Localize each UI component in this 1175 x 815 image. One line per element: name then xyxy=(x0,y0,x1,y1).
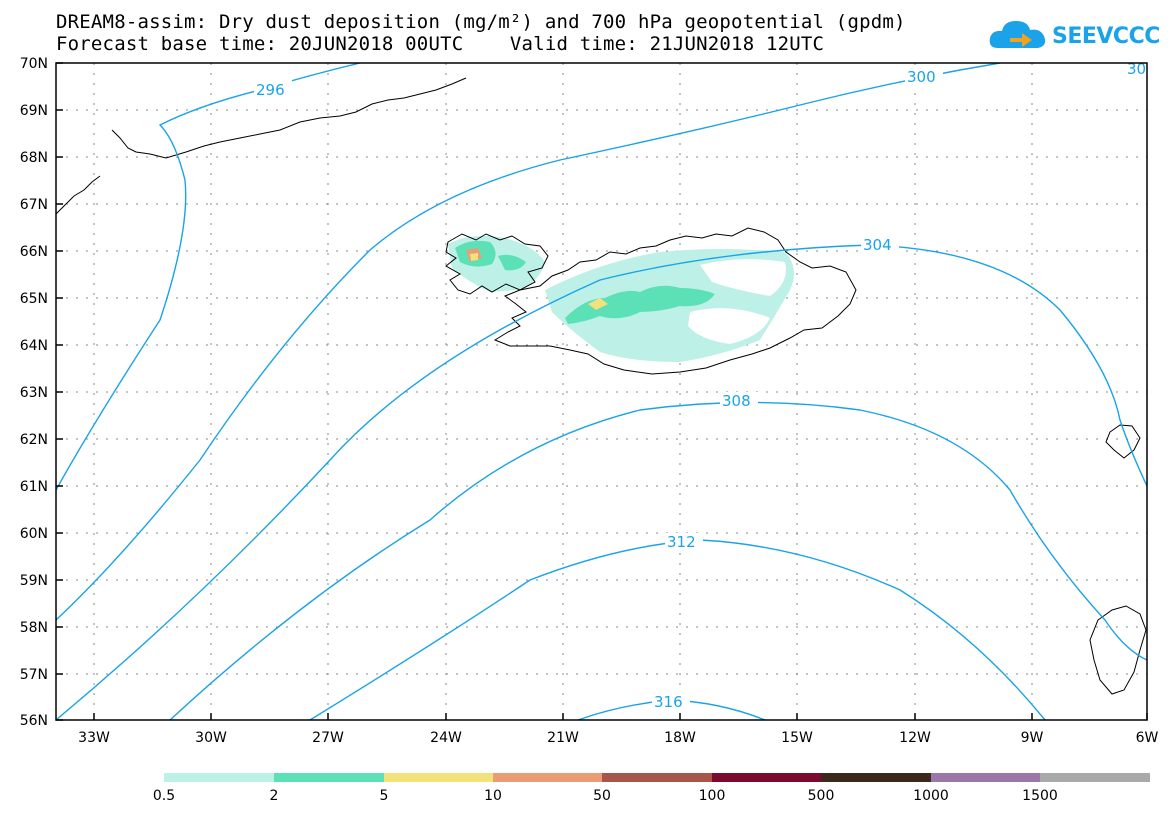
legend-swatch xyxy=(164,773,274,782)
legend-swatch xyxy=(493,773,602,782)
cloud-arrow-icon xyxy=(989,21,1046,48)
title-line-1: DREAM8-assim: Dry dust deposition (mg/m²… xyxy=(56,11,906,33)
color-legend xyxy=(164,773,1150,782)
title-line-2: Forecast base time: 20JUN2018 00UTC Vali… xyxy=(56,33,825,55)
lon-label: 18W xyxy=(664,730,696,746)
contour-label-304: 304 xyxy=(863,236,892,254)
lat-label: 62N xyxy=(20,432,48,448)
lat-label: 70N xyxy=(20,56,48,72)
longitude-labels: 33W 30W 27W 24W 21W 18W 15W 12W 9W 6W xyxy=(78,730,1158,746)
legend-swatch xyxy=(602,773,712,782)
lat-label: 65N xyxy=(20,291,48,307)
lon-label: 6W xyxy=(1136,730,1159,746)
contour-label-316: 316 xyxy=(654,693,683,711)
lon-label: 12W xyxy=(899,730,931,746)
contour-label-300: 300 xyxy=(907,68,936,86)
lat-label: 68N xyxy=(20,150,48,166)
latitude-labels: 70N 69N 68N 67N 66N 65N 64N 63N 62N 61N … xyxy=(20,56,48,729)
lon-label: 30W xyxy=(195,730,227,746)
lat-label: 69N xyxy=(20,103,48,119)
lat-label: 58N xyxy=(20,620,48,636)
lat-label: 56N xyxy=(20,713,48,729)
logo-text: SEEVCCC xyxy=(1052,24,1160,49)
lon-label: 15W xyxy=(781,730,813,746)
grid-lines xyxy=(56,63,1147,720)
legend-label: 1000 xyxy=(913,788,949,804)
lon-label: 27W xyxy=(312,730,344,746)
legend-label: 500 xyxy=(808,788,835,804)
lat-label: 64N xyxy=(20,338,48,354)
legend-swatch xyxy=(1040,773,1150,782)
lat-label: 57N xyxy=(20,667,48,683)
legend-swatch xyxy=(931,773,1040,782)
legend-label: 100 xyxy=(699,788,726,804)
lat-label: 59N xyxy=(20,573,48,589)
axis-ticks xyxy=(56,62,1148,721)
lon-label: 21W xyxy=(547,730,579,746)
geopotential-contours xyxy=(56,63,1147,720)
legend-label: 2 xyxy=(270,788,279,804)
map-frame xyxy=(55,62,1148,721)
dust-deposition-field xyxy=(448,236,794,362)
legend-label: 50 xyxy=(593,788,611,804)
lon-label: 24W xyxy=(430,730,462,746)
lat-label: 61N xyxy=(20,479,48,495)
legend-swatch xyxy=(384,773,493,782)
legend-label: 1500 xyxy=(1022,788,1058,804)
lat-label: 66N xyxy=(20,244,48,260)
contour-label-30-edge: 30 xyxy=(1127,60,1146,78)
lat-label: 67N xyxy=(20,197,48,213)
legend-swatch xyxy=(821,773,931,782)
lat-label: 60N xyxy=(20,526,48,542)
lat-label: 63N xyxy=(20,385,48,401)
legend-swatch xyxy=(274,773,384,782)
contour-label-312: 312 xyxy=(667,533,696,551)
legend-labels: 0.5 2 5 10 50 100 500 1000 1500 xyxy=(153,788,1058,804)
contour-label-296: 296 xyxy=(256,81,285,99)
legend-label: 10 xyxy=(484,788,502,804)
lon-label: 33W xyxy=(78,730,110,746)
coastlines xyxy=(56,77,1147,695)
lon-label: 9W xyxy=(1021,730,1044,746)
legend-label: 5 xyxy=(380,788,389,804)
contour-label-308: 308 xyxy=(722,392,751,410)
contour-labels: 296 300 30 304 308 312 316 xyxy=(254,60,1146,711)
legend-swatch xyxy=(712,773,821,782)
legend-label: 0.5 xyxy=(153,788,175,804)
